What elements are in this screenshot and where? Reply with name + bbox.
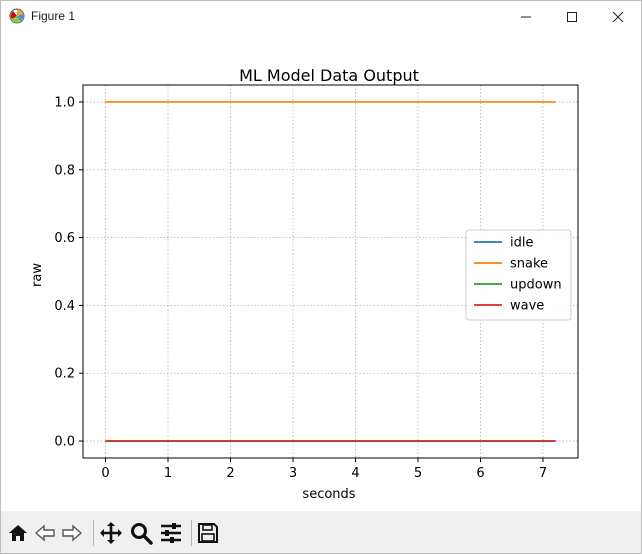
maximize-icon	[567, 11, 577, 22]
axes-frame	[82, 84, 579, 459]
pan-move-icon	[100, 522, 122, 544]
toolbar-separator	[93, 520, 94, 546]
configure-subplots-icon	[161, 523, 181, 543]
zoom-button[interactable]	[128, 520, 154, 546]
zoom-magnifier-icon	[131, 523, 153, 545]
legend-label-idle: idle	[510, 236, 533, 251]
title-bar: Figure 1	[1, 1, 641, 32]
close-icon	[612, 11, 624, 22]
close-button[interactable]	[595, 1, 641, 32]
x-tick-label: 7	[539, 466, 547, 481]
forward-arrow-icon	[62, 524, 83, 542]
forward-button[interactable]	[59, 520, 85, 546]
x-tick-label: 5	[414, 466, 422, 481]
window-title: Figure 1	[31, 9, 76, 23]
x-tick-label: 0	[101, 466, 109, 481]
y-tick-label: 0.4	[54, 299, 75, 314]
y-axis-label: raw	[30, 263, 45, 287]
back-button[interactable]	[32, 520, 58, 546]
legend: idle snake updown wave	[465, 229, 572, 321]
x-tick-label: 2	[226, 466, 234, 481]
toolbar-separator	[191, 520, 192, 546]
home-button[interactable]	[5, 520, 31, 546]
y-tick-label: 1.0	[54, 95, 75, 110]
y-tick-label: 0.2	[54, 367, 75, 382]
x-axis-label: seconds	[302, 487, 355, 502]
x-tick-label: 3	[289, 466, 297, 481]
save-button[interactable]	[195, 520, 221, 546]
configure-subplots-button[interactable]	[158, 520, 184, 546]
navigation-toolbar	[1, 511, 641, 553]
home-icon	[9, 525, 27, 541]
x-tick-label: 6	[476, 466, 484, 481]
y-tick-label: 0.8	[54, 163, 75, 178]
x-tick-label: 4	[351, 466, 359, 481]
legend-label-snake: snake	[510, 257, 548, 272]
minimize-icon	[521, 16, 531, 17]
y-tick-label: 0.6	[54, 231, 75, 246]
pan-button[interactable]	[98, 520, 124, 546]
maximize-button[interactable]	[549, 1, 595, 32]
legend-label-wave: wave	[510, 299, 544, 314]
line-chart[interactable]: 0 1 2 3 4 5 6 7 0.0 0.2 0.4 0.6 0.8 1.0 ML Model Dat…	[1, 32, 641, 511]
back-arrow-icon	[34, 524, 55, 542]
x-tick-label: 1	[164, 466, 172, 481]
save-floppy-icon	[198, 523, 218, 543]
matplotlib-app-icon	[9, 8, 25, 24]
chart-title: ML Model Data Output	[239, 66, 419, 85]
legend-box	[465, 229, 572, 321]
minimize-button[interactable]	[503, 1, 549, 32]
plot-canvas[interactable]: 0 1 2 3 4 5 6 7 0.0 0.2 0.4 0.6 0.8 1.0 ML Model Dat…	[1, 32, 641, 511]
y-tick-label: 0.0	[54, 435, 75, 450]
legend-label-updown: updown	[510, 278, 562, 293]
